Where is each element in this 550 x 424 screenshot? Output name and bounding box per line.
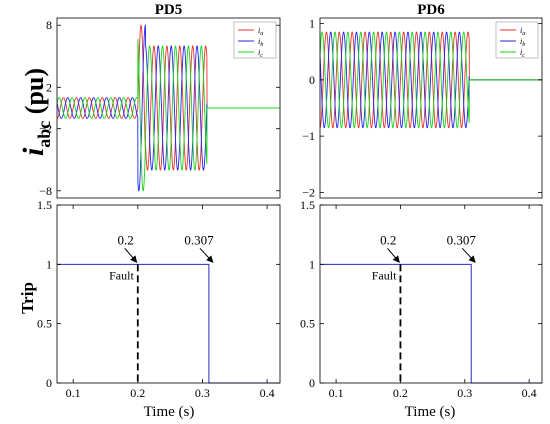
pd6-current-legend-box <box>495 21 539 59</box>
pd5-current-legend-box <box>233 21 277 59</box>
pd5-trip-trip-signal <box>57 263 280 384</box>
pd5-current-ytick-label: 8 <box>46 18 52 32</box>
pd6-current-ytick-label: −1 <box>302 129 315 143</box>
pd5-current-axes-frame <box>56 17 281 199</box>
pd5-trip-arrow-trip-time <box>199 247 214 263</box>
pd5-trip-ytick-label: 1.5 <box>37 198 52 212</box>
pd5-trip-ytick-label: 1 <box>46 257 52 271</box>
pd6-trip-ytick-label: 1.5 <box>300 198 315 212</box>
pd5-trip-annotation-fault-time: 0.2 <box>118 232 134 247</box>
pd6-trip-xtick-label: 0.1 <box>329 386 344 400</box>
pd6-trip-xtick-label: 0.3 <box>457 386 472 400</box>
pd5-current-title: PD5 <box>155 2 183 18</box>
pd5-trip-xtick-label: 0.4 <box>260 386 275 400</box>
pd6-current-ytick-label: 1 <box>309 17 315 31</box>
current-axis-label-sub: abc <box>34 121 54 148</box>
pd5-trip-arrow-fault-time <box>124 248 138 263</box>
pd6-trip-ytick-label: 1 <box>309 257 315 271</box>
pd5-current-legend-entry-b: ib <box>258 37 263 48</box>
pd5-trip-axes-frame <box>56 204 281 384</box>
pd6-current-legend-entry-a: ia <box>520 26 525 37</box>
current-axis-label: iabc (pu) <box>17 68 54 156</box>
pd6-trip-xtick-label: 0.2 <box>393 386 408 400</box>
pd6-trip-trip-signal <box>320 263 542 384</box>
trip-axis-label: Trip <box>18 282 37 314</box>
pd6-trip-annotation-fault-label: Fault <box>372 268 397 282</box>
pd6-trip-arrow-trip-time <box>461 247 476 263</box>
pd6-trip-annotation-trip-time: 0.307 <box>447 232 477 247</box>
pd6-current-ytick-label: 0 <box>309 73 315 87</box>
pd6-trip-arrow-fault-time <box>387 248 400 263</box>
pd6-trip-xtick-label: 0.4 <box>522 386 537 400</box>
pd5-current-series-group <box>57 24 280 192</box>
current-axis-label-symbol: i <box>17 147 50 156</box>
pd6-current-legend-entry-c: ic <box>520 48 525 59</box>
pd6-current-axes-frame <box>319 17 543 199</box>
pd6-trip-axes-frame <box>319 204 543 384</box>
pd5-trip-xtick-label: 0.1 <box>66 386 81 400</box>
pd6-trip-annotation-fault-time: 0.2 <box>380 232 396 247</box>
pd5-current-legend-entry-a: ia <box>258 26 263 37</box>
pd5-current-ytick-label: 2 <box>46 80 52 94</box>
pd5-current-series-ic <box>57 38 280 192</box>
pd6-trip-ytick-label: 0 <box>309 376 315 390</box>
pd5-current-ytick-label: −8 <box>39 184 52 198</box>
pd5-trip-ytick-label: 0 <box>46 376 52 390</box>
pd5-trip-ytick-label: 0.5 <box>37 317 52 331</box>
pd5-trip-xtick-label: 0.3 <box>195 386 210 400</box>
pd5-trip-panel: 0.2 0.307 Fault 0 0.5 1 1.5 0.1 0.2 0.3 0.4 <box>37 198 281 400</box>
pd5-trip-annotation-trip-time: 0.307 <box>184 232 214 247</box>
pd6-current-series-ic <box>320 31 542 129</box>
current-axis-label-unit: (pu) <box>20 68 49 121</box>
x-axis-label-left: Time (s) <box>144 404 195 420</box>
pd6-trip-panel: 0.2 0.307 Fault 0 0.5 1 1.5 0.1 0.2 0.3 0.4 <box>300 198 543 400</box>
pd6-current-ytick-label: −2 <box>302 185 315 199</box>
pd6-current-legend-entry-b: ib <box>520 37 525 48</box>
pd6-current-series-group <box>320 31 542 129</box>
pd6-trip-ytick-label: 0.5 <box>300 317 315 331</box>
pd5-trip-annotation-fault-label: Fault <box>109 268 134 282</box>
pd5-current-legend-entry-c: ic <box>258 48 263 59</box>
x-axis-label-right: Time (s) <box>405 404 456 420</box>
pd6-current-title: PD6 <box>417 2 445 18</box>
pd5-trip-xtick-label: 0.2 <box>130 386 145 400</box>
pd5-current-ytick-label: −2 <box>39 122 52 136</box>
